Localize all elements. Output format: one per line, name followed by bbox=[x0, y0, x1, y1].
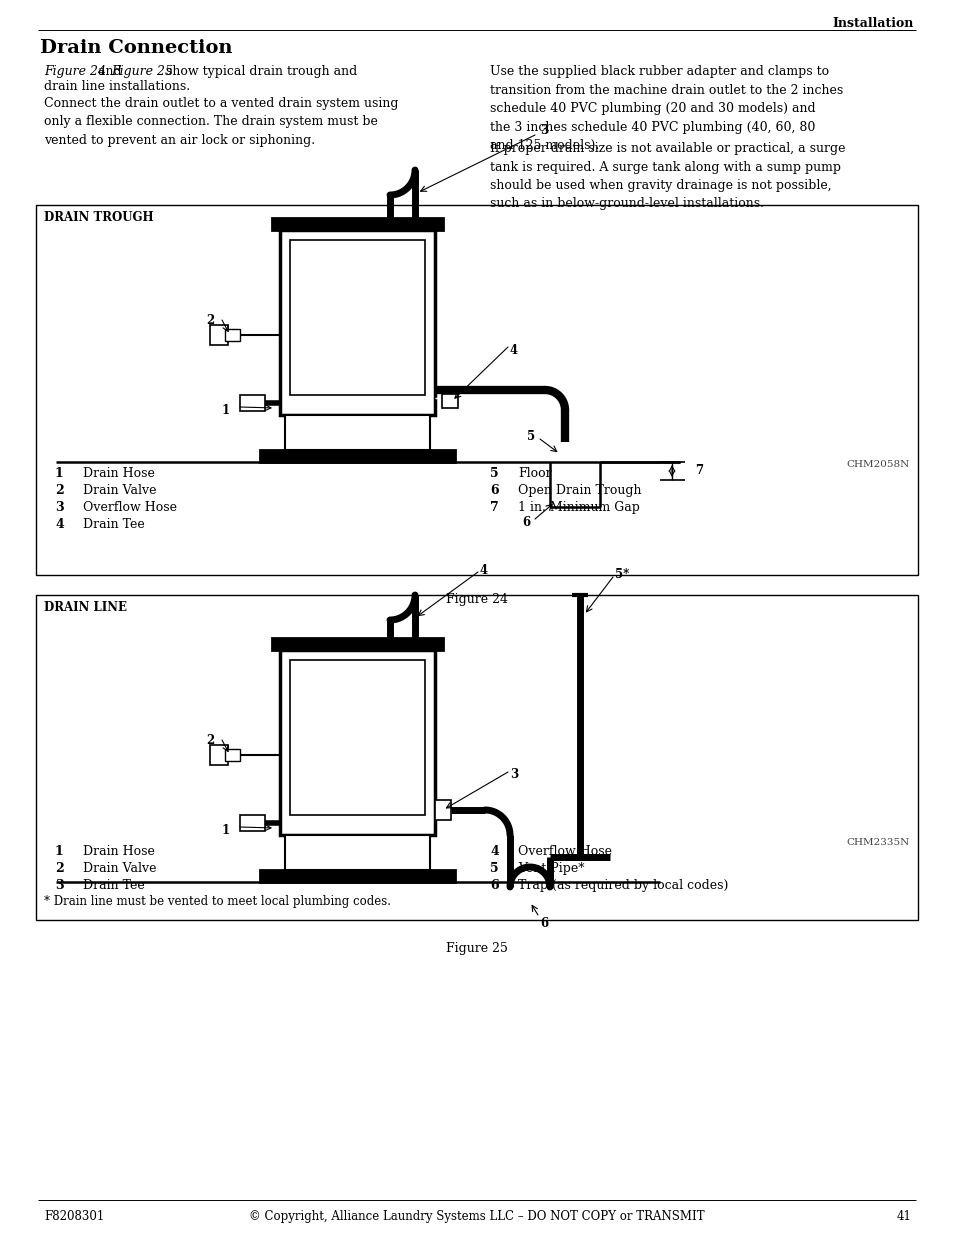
Text: 1 in. Minimum Gap: 1 in. Minimum Gap bbox=[517, 501, 639, 514]
Text: 6: 6 bbox=[539, 918, 548, 930]
Text: 1: 1 bbox=[55, 467, 64, 480]
Bar bbox=[260, 450, 455, 462]
Bar bbox=[240, 395, 265, 411]
Text: 1: 1 bbox=[55, 845, 64, 858]
Bar bbox=[225, 748, 240, 761]
Text: 3: 3 bbox=[539, 124, 548, 137]
Bar bbox=[285, 835, 430, 869]
Text: show typical drain trough and: show typical drain trough and bbox=[162, 65, 356, 78]
Text: Drain Valve: Drain Valve bbox=[83, 484, 156, 496]
Text: Figure 24: Figure 24 bbox=[44, 65, 106, 78]
Text: 7: 7 bbox=[695, 464, 702, 478]
Text: 4: 4 bbox=[479, 563, 488, 577]
Text: 2: 2 bbox=[55, 862, 64, 876]
Text: 5*: 5* bbox=[615, 568, 629, 582]
Text: Drain Valve: Drain Valve bbox=[83, 862, 156, 876]
Text: Trap (as required by local codes): Trap (as required by local codes) bbox=[517, 879, 727, 892]
Text: Figure 24: Figure 24 bbox=[446, 593, 507, 606]
Text: Overflow Hose: Overflow Hose bbox=[83, 501, 177, 514]
Text: Drain Connection: Drain Connection bbox=[40, 40, 233, 57]
Text: 1: 1 bbox=[222, 404, 230, 416]
Text: Drain Tee: Drain Tee bbox=[83, 517, 145, 531]
Text: CHM2058N: CHM2058N bbox=[846, 459, 909, 469]
Text: Use the supplied black rubber adapter and clamps to
transition from the machine : Use the supplied black rubber adapter an… bbox=[490, 65, 842, 152]
Text: * Drain line must be vented to meet local plumbing codes.: * Drain line must be vented to meet loca… bbox=[44, 895, 391, 908]
Text: 2: 2 bbox=[207, 734, 214, 746]
Text: Open Drain Trough: Open Drain Trough bbox=[517, 484, 640, 496]
Text: DRAIN TROUGH: DRAIN TROUGH bbox=[44, 211, 153, 224]
Text: 5: 5 bbox=[490, 862, 498, 876]
Bar bbox=[290, 659, 424, 815]
Text: DRAIN LINE: DRAIN LINE bbox=[44, 601, 127, 614]
Text: © Copyright, Alliance Laundry Systems LLC – DO NOT COPY or TRANSMIT: © Copyright, Alliance Laundry Systems LL… bbox=[249, 1210, 704, 1223]
Bar bbox=[36, 595, 917, 920]
Text: 5: 5 bbox=[490, 467, 498, 480]
Bar bbox=[272, 638, 442, 650]
Text: 2: 2 bbox=[207, 314, 214, 326]
Text: 1: 1 bbox=[222, 824, 230, 836]
Text: 4: 4 bbox=[490, 845, 498, 858]
Bar bbox=[290, 240, 424, 395]
Text: Figure 25: Figure 25 bbox=[111, 65, 172, 78]
Bar bbox=[272, 219, 442, 230]
Text: Overflow Hose: Overflow Hose bbox=[517, 845, 612, 858]
Text: 6: 6 bbox=[490, 484, 498, 496]
Text: Drain Hose: Drain Hose bbox=[83, 467, 154, 480]
Bar bbox=[210, 745, 228, 764]
Bar bbox=[280, 230, 435, 415]
Text: Floor: Floor bbox=[517, 467, 551, 480]
Text: 2: 2 bbox=[55, 484, 64, 496]
Text: 4: 4 bbox=[55, 517, 64, 531]
Text: drain line installations.: drain line installations. bbox=[44, 80, 190, 93]
Text: 7: 7 bbox=[490, 501, 498, 514]
Text: 6: 6 bbox=[490, 879, 498, 892]
Bar bbox=[441, 394, 457, 408]
Bar bbox=[240, 815, 265, 831]
Text: 3: 3 bbox=[510, 768, 517, 782]
Text: 3: 3 bbox=[55, 879, 64, 892]
Text: If proper drain size is not available or practical, a surge
tank is required. A : If proper drain size is not available or… bbox=[490, 142, 844, 210]
Bar bbox=[36, 205, 917, 576]
Text: Installation: Installation bbox=[832, 17, 913, 30]
Text: 4: 4 bbox=[510, 343, 517, 357]
Text: Figure 25: Figure 25 bbox=[446, 942, 507, 955]
Bar bbox=[280, 650, 435, 835]
Text: Drain Tee: Drain Tee bbox=[83, 879, 145, 892]
Text: F8208301: F8208301 bbox=[44, 1210, 104, 1223]
Text: Connect the drain outlet to a vented drain system using
only a flexible connecti: Connect the drain outlet to a vented dra… bbox=[44, 98, 398, 147]
Bar bbox=[260, 869, 455, 882]
Text: 6: 6 bbox=[521, 515, 530, 529]
Bar bbox=[225, 329, 240, 341]
Text: 5: 5 bbox=[526, 431, 535, 443]
Bar bbox=[435, 800, 451, 820]
Text: Drain Hose: Drain Hose bbox=[83, 845, 154, 858]
Bar bbox=[210, 325, 228, 345]
Bar bbox=[285, 415, 430, 450]
Text: 3: 3 bbox=[55, 501, 64, 514]
Text: and: and bbox=[94, 65, 126, 78]
Text: CHM2335N: CHM2335N bbox=[846, 839, 909, 847]
Text: 41: 41 bbox=[896, 1210, 911, 1223]
Text: Vent Pipe*: Vent Pipe* bbox=[517, 862, 584, 876]
